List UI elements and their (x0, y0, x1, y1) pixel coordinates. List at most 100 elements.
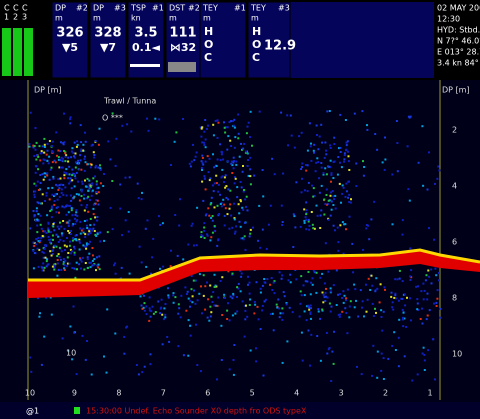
echo-pixel (96, 187, 99, 190)
echo-pixel (89, 166, 92, 169)
echo-pixel (56, 198, 59, 201)
echo-pixel (335, 304, 338, 306)
echo-pixel (320, 162, 323, 164)
echo-pixel (409, 275, 412, 278)
echo-pixel (84, 161, 87, 164)
echo-pixel (43, 146, 46, 148)
echo-pixel (53, 195, 55, 197)
echo-pixel (55, 211, 58, 214)
echo-pixel (56, 184, 59, 187)
echo-pixel (236, 296, 238, 298)
echo-pixel (310, 317, 312, 320)
echo-pixel (212, 291, 215, 294)
echo-pixel (312, 195, 315, 198)
echo-pixel (80, 150, 83, 153)
echo-pixel (215, 174, 218, 177)
echo-pixel (191, 301, 194, 304)
echo-pixel (345, 149, 347, 152)
echo-pixel (99, 168, 102, 171)
echo-pixel (214, 304, 217, 307)
echo-pixel (89, 227, 92, 230)
echo-pixel (428, 275, 431, 278)
echo-pixel (428, 309, 431, 312)
echo-pixel (65, 172, 68, 175)
echo-pixel (273, 280, 276, 283)
echo-pixel (72, 237, 75, 240)
echo-pixel (426, 188, 429, 191)
echo-pixel (56, 206, 59, 209)
echo-pixel (299, 290, 302, 293)
echo-pixel (193, 244, 195, 247)
echo-pixel (40, 236, 43, 239)
echo-pixel (163, 307, 166, 310)
echo-pixel (372, 344, 375, 347)
echo-pixel (78, 248, 81, 251)
echo-pixel (111, 228, 114, 231)
echo-pixel (139, 295, 142, 298)
echo-pixel (63, 227, 66, 230)
echo-pixel (330, 191, 333, 194)
echo-pixel (102, 185, 105, 187)
echo-pixel (362, 160, 364, 163)
echo-pixel (209, 315, 212, 318)
echo-pixel (68, 244, 71, 247)
echo-pixel (97, 186, 100, 189)
echo-pixel (58, 246, 61, 249)
echo-pixel (53, 264, 56, 267)
echo-pixel (237, 287, 240, 290)
echo-pixel (55, 245, 58, 248)
echo-pixel (238, 155, 241, 158)
echo-pixel (436, 289, 439, 292)
echo-pixel (67, 349, 70, 352)
echo-pixel (200, 167, 203, 169)
echo-pixel (345, 141, 348, 144)
echo-pixel (278, 316, 281, 319)
echo-pixel (191, 222, 194, 225)
panel-value: 111 (169, 26, 196, 41)
echo-pixel (76, 143, 79, 146)
echo-pixel (97, 191, 100, 194)
echo-pixel (337, 293, 340, 296)
echo-pixel (343, 152, 346, 155)
echo-pixel (285, 303, 288, 306)
echo-pixel (38, 248, 41, 251)
echo-pixel (341, 297, 343, 299)
echo-pixel (247, 159, 249, 161)
echo-pixel (201, 162, 204, 165)
nav-info: HYD: Stbd./ (437, 26, 480, 35)
echo-pixel (34, 190, 37, 193)
echo-pixel (353, 283, 356, 286)
echo-pixel (63, 206, 66, 209)
echo-pixel (236, 186, 239, 189)
echo-pixel (376, 376, 379, 379)
echo-pixel (60, 188, 63, 191)
echo-pixel (345, 182, 348, 185)
echo-pixel (70, 209, 73, 212)
echo-pixel (308, 228, 311, 231)
echo-pixel (154, 311, 157, 313)
panel-value: C (204, 51, 212, 64)
echo-pixel (200, 127, 203, 130)
echo-pixel (87, 189, 90, 192)
echo-pixel (304, 216, 307, 219)
echo-pixel (317, 310, 320, 313)
echo-pixel (90, 194, 93, 197)
echo-pixel (395, 297, 398, 300)
echo-pixel (34, 219, 37, 222)
echo-pixel (229, 139, 232, 142)
echo-pixel (313, 151, 315, 154)
echo-pixel (201, 235, 204, 238)
panel-id: #1 (234, 4, 246, 13)
annotation: Trawl / Tunna (103, 97, 156, 106)
echo-pixel (77, 180, 80, 183)
echo-pixel (204, 138, 207, 141)
echo-pixel (32, 267, 35, 270)
echo-pixel (152, 237, 155, 240)
panel-name: TSP (130, 4, 146, 13)
echo-pixel (223, 121, 225, 124)
echo-pixel (210, 236, 213, 239)
echo-pixel (90, 184, 93, 187)
echo-pixel (66, 256, 69, 259)
echo-pixel (176, 254, 179, 257)
echo-pixel (382, 357, 385, 360)
